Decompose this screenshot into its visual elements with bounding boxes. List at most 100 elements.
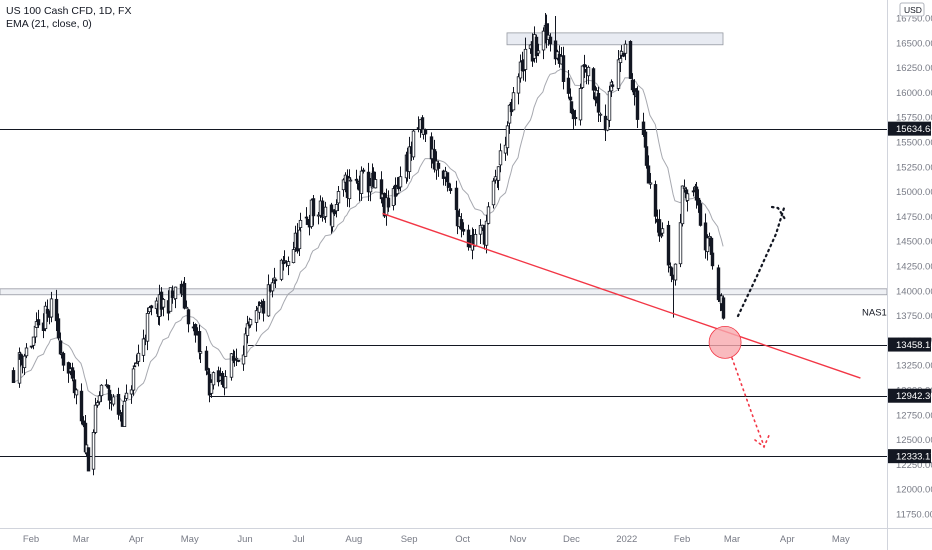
y-tick-label: 12000.00 xyxy=(896,485,932,496)
candle-body xyxy=(466,229,471,248)
candle-body xyxy=(229,353,234,378)
trendline xyxy=(382,212,861,379)
candle-body xyxy=(653,184,658,217)
candle-body xyxy=(721,297,726,319)
candle-body xyxy=(145,313,150,342)
candle-body xyxy=(261,300,266,314)
candle-body xyxy=(223,376,228,389)
candle-body xyxy=(33,325,38,338)
x-tick-label: Nov xyxy=(510,534,527,545)
candle-body xyxy=(129,389,134,395)
currency-badge xyxy=(899,2,925,17)
candle-body xyxy=(698,203,703,226)
candle-body xyxy=(678,222,683,265)
y-tick-label: 13250.00 xyxy=(896,361,932,372)
y-tick-label: 12750.00 xyxy=(896,410,932,421)
y-tick-label: 15250.00 xyxy=(896,162,932,173)
candle-body xyxy=(534,36,539,57)
candle-body xyxy=(56,318,61,339)
candle-body xyxy=(236,359,241,362)
candle-body xyxy=(696,197,701,206)
candle-body xyxy=(573,116,578,120)
candle-body xyxy=(635,90,640,120)
candle-body xyxy=(54,298,59,322)
candle-body xyxy=(266,284,271,317)
candle-body xyxy=(122,400,127,427)
candle-body xyxy=(134,362,139,365)
candle-body xyxy=(70,367,75,379)
candle-body xyxy=(97,395,102,403)
candle-body xyxy=(107,389,112,401)
candle-body xyxy=(396,185,401,190)
candle-body xyxy=(334,204,339,212)
candle-body xyxy=(74,389,79,396)
candle-body xyxy=(578,88,583,121)
highlight-circle xyxy=(708,325,742,359)
candle-body xyxy=(607,90,612,121)
candle-body xyxy=(193,324,198,336)
candle-body xyxy=(182,282,187,309)
candle-body xyxy=(270,282,275,292)
candle-body xyxy=(49,298,54,318)
candle-body xyxy=(628,41,633,79)
candle-body xyxy=(498,150,503,166)
candle-body xyxy=(448,188,453,192)
candle-body xyxy=(147,307,152,313)
candle-body xyxy=(660,228,665,234)
candle-body xyxy=(548,36,553,45)
candle-body xyxy=(459,219,464,230)
candle-body xyxy=(311,198,316,217)
candle-body xyxy=(116,393,121,415)
bearish-arrowhead xyxy=(754,432,771,449)
chart-title: US 100 Cash CFD, 1D, FX xyxy=(6,5,132,17)
candle-body xyxy=(18,353,23,360)
candle-body xyxy=(248,319,253,326)
candle-body xyxy=(461,228,466,232)
candle-body xyxy=(243,333,248,357)
levels-layer xyxy=(0,129,887,457)
candle-body xyxy=(149,305,154,309)
candle-body xyxy=(336,191,341,204)
candle-body xyxy=(507,104,512,124)
x-tick-label: Aug xyxy=(345,534,362,545)
level-price-tag xyxy=(888,337,931,352)
candle-body xyxy=(91,432,96,470)
candle-body xyxy=(673,263,678,281)
candle-body xyxy=(568,96,573,101)
candle-body xyxy=(86,447,91,472)
x-tick-label: Apr xyxy=(780,534,795,545)
candle-body xyxy=(516,76,521,94)
bearish-projection-arrow xyxy=(731,357,765,447)
y-tick-label: 16000.00 xyxy=(896,88,932,99)
x-tick-label: May xyxy=(832,534,850,545)
candle-body xyxy=(79,390,84,422)
y-tick-label: 16750.00 xyxy=(896,14,932,25)
candle-body xyxy=(511,92,516,111)
level-price-tag xyxy=(888,388,931,403)
candle-body xyxy=(446,182,451,188)
y-tick-label: 14750.00 xyxy=(896,212,932,223)
candle-body xyxy=(505,125,510,149)
candle-body xyxy=(621,52,626,57)
candle-body xyxy=(486,206,491,224)
candle-body xyxy=(566,77,571,94)
y-tick-label: 15750.00 xyxy=(896,113,932,124)
candle-body xyxy=(496,166,501,181)
time-axis-background xyxy=(0,528,887,550)
candle-body xyxy=(359,170,364,194)
y-tick-label: 15000.00 xyxy=(896,187,932,198)
candle-body xyxy=(646,165,651,184)
candle-body xyxy=(411,130,416,158)
candle-body xyxy=(273,279,278,282)
y-tick-label: 12250.00 xyxy=(896,460,932,471)
candle-body xyxy=(544,23,549,39)
candle-body xyxy=(569,101,574,114)
candle-body xyxy=(297,229,302,250)
y-tick-label: 11750.00 xyxy=(896,510,932,521)
candle-body xyxy=(211,372,216,386)
candle-body xyxy=(610,84,615,87)
candle-body xyxy=(257,305,262,313)
x-tick-label: Oct xyxy=(455,534,470,545)
